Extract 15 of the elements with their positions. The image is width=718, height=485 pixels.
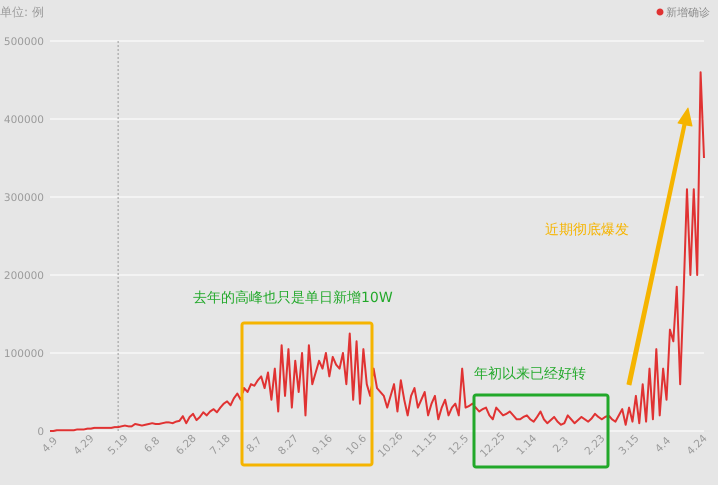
y-tick-label: 100000	[4, 348, 44, 360]
y-tick-label: 500000	[4, 36, 44, 48]
y-tick-label: 400000	[4, 114, 44, 126]
annotation: 去年的高峰也只是单日新增10W	[193, 290, 393, 306]
x-tick-label: 2.3	[550, 434, 572, 456]
y-axis-title: 单位: 例	[0, 5, 44, 19]
legend-label: 新增确诊	[666, 6, 710, 19]
y-tick-label: 300000	[4, 192, 44, 204]
x-tick-label: 4.4	[652, 434, 674, 456]
annotation: 年初以来已经好转	[474, 366, 586, 382]
line-series	[49, 71, 705, 432]
annotation: 近期彻底爆发	[545, 222, 629, 238]
x-tick-label: 8.7	[244, 434, 265, 456]
y-tick-label: 200000	[4, 270, 44, 282]
x-tick-label: 6.8	[142, 434, 162, 456]
